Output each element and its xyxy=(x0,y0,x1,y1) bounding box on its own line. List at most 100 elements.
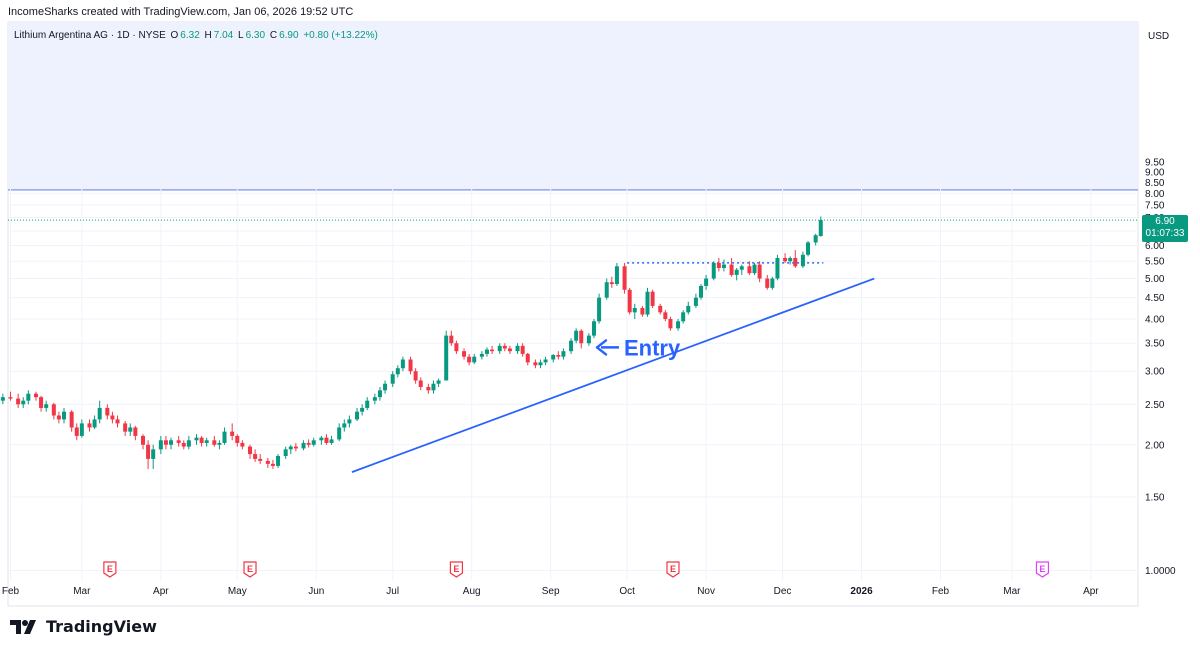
candle-body xyxy=(293,446,298,449)
entry-arrow-head xyxy=(595,339,608,356)
x-tick-label: Mar xyxy=(73,586,91,597)
earnings-marker-letter: E xyxy=(453,564,459,574)
candle-body xyxy=(56,415,61,420)
candle-body xyxy=(484,349,489,354)
candle-body xyxy=(775,257,780,279)
candle-body xyxy=(533,362,538,366)
open-value: 6.32 xyxy=(180,30,200,41)
candle-body xyxy=(146,444,151,459)
candle-body xyxy=(454,343,459,352)
candle-body xyxy=(681,312,686,322)
symbol-legend: Lithium Argentina AG · 1D · NYSE O 6.32 H… xyxy=(14,30,380,41)
y-tick-label: 9.00 xyxy=(1145,167,1165,178)
candle-body xyxy=(704,278,709,286)
candle-body xyxy=(217,442,222,445)
candle-body xyxy=(757,264,762,279)
tradingview-logo[interactable]: TradingView xyxy=(10,617,157,636)
candle-body xyxy=(806,242,811,255)
candle-body xyxy=(765,278,770,288)
candle-body xyxy=(395,368,400,375)
chart-attribution: IncomeSharks created with TradingView.co… xyxy=(8,6,354,18)
candle-body xyxy=(556,355,561,357)
candle-body xyxy=(525,353,530,363)
candle-body xyxy=(515,345,520,352)
candle-body xyxy=(186,440,191,447)
low-value: 6.30 xyxy=(245,30,266,41)
earnings-marker xyxy=(243,561,257,578)
candle-body xyxy=(676,321,681,329)
currency-label: USD xyxy=(1148,31,1170,42)
candle-body xyxy=(258,458,263,461)
candle-body xyxy=(240,442,245,447)
candle-body xyxy=(230,431,235,436)
candle-body xyxy=(436,380,441,384)
x-tick-label: Jun xyxy=(308,586,324,597)
candle-body xyxy=(337,427,342,440)
candle-body xyxy=(92,419,97,428)
candle-body xyxy=(151,449,156,459)
candle-body xyxy=(301,442,306,449)
open-label: O xyxy=(170,30,179,41)
y-tick-label: 5.50 xyxy=(1145,257,1165,268)
entry-label: Entry xyxy=(624,335,681,360)
candle-body xyxy=(365,400,370,408)
candle-body xyxy=(16,398,21,405)
earnings-marker-letter: E xyxy=(247,564,253,574)
y-tick-label: 4.00 xyxy=(1145,315,1165,326)
candle-body xyxy=(87,423,92,428)
x-tick-label: Aug xyxy=(463,586,481,597)
candle-body xyxy=(39,397,44,408)
candle-body xyxy=(181,442,186,447)
candle-body xyxy=(444,335,449,381)
last-price-tag: 6.90 01:07:33 xyxy=(1142,215,1188,242)
candle-body xyxy=(793,257,798,267)
candle-body xyxy=(21,400,26,405)
candle-body xyxy=(62,411,67,420)
candle-body xyxy=(770,278,775,288)
x-tick-label: Mar xyxy=(1003,586,1021,597)
candle-body xyxy=(431,383,436,391)
candle-body xyxy=(800,254,805,267)
candle-body xyxy=(69,411,74,428)
candle-body xyxy=(729,264,734,275)
candle-body xyxy=(818,220,823,237)
y-tick-label: 1.0000 xyxy=(1145,566,1176,577)
candle-body xyxy=(497,345,502,352)
x-tick-label: Nov xyxy=(697,586,715,597)
candle-body xyxy=(311,440,316,445)
candle-body xyxy=(400,359,405,369)
candle-body xyxy=(176,440,181,443)
candle-body xyxy=(783,257,788,262)
candle-body xyxy=(123,423,128,432)
candle-body xyxy=(663,312,668,320)
candle-body xyxy=(408,359,413,372)
candle-body xyxy=(734,269,739,275)
candle-body xyxy=(390,374,395,384)
candle-body xyxy=(324,437,329,443)
x-tick-label: Feb xyxy=(932,586,950,597)
candle-body xyxy=(604,282,609,298)
candle-body xyxy=(699,285,704,298)
candle-body xyxy=(163,440,168,445)
y-tick-label: 3.00 xyxy=(1145,367,1165,378)
candle-body xyxy=(645,291,650,315)
candle-body xyxy=(51,404,56,416)
y-tick-label: 9.50 xyxy=(1145,158,1165,169)
candle-body xyxy=(235,435,240,443)
candle-body xyxy=(265,460,270,464)
candle-body xyxy=(569,340,574,352)
candle-body xyxy=(686,305,691,313)
candle-body xyxy=(543,359,548,363)
candle-body xyxy=(253,454,258,459)
candle-body xyxy=(342,423,347,428)
candle-body xyxy=(283,449,288,456)
high-label: H xyxy=(204,30,212,41)
candle-body xyxy=(520,345,525,354)
y-tick-label: 6.00 xyxy=(1145,241,1165,252)
x-tick-label: 2026 xyxy=(850,586,873,597)
x-tick-label: Dec xyxy=(774,586,792,597)
candle-body xyxy=(79,423,84,436)
candle-body xyxy=(360,407,365,412)
x-tick-label: Apr xyxy=(153,586,169,597)
